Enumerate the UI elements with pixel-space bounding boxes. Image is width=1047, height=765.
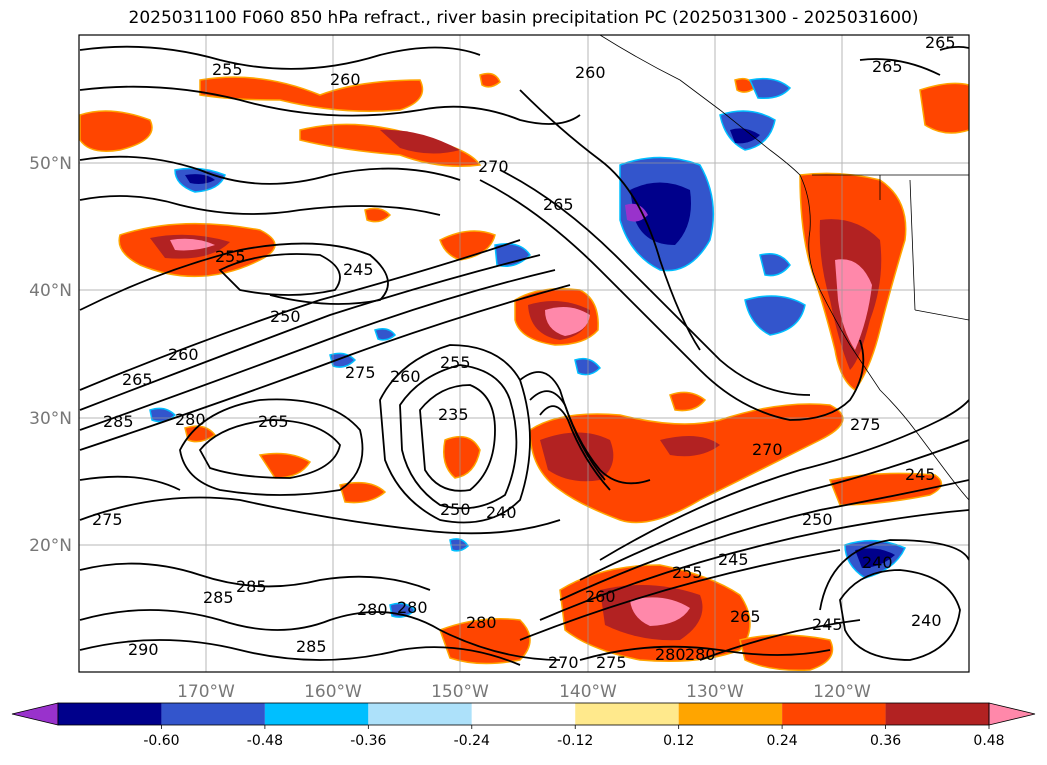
contour-label: 265 — [925, 33, 956, 52]
map-frame — [78, 34, 970, 673]
lon-tick-label: 160°W — [304, 682, 362, 702]
contour-label: 240 — [911, 611, 942, 630]
contour-label: 255 — [672, 563, 703, 582]
map-layers: 255 260 260 265 265 270 265 255 245 250 … — [79, 33, 969, 672]
contour-label: 240 — [486, 503, 517, 522]
colorbar-tick-label: -0.60 — [143, 733, 179, 749]
colorbar-tick-label: -0.36 — [350, 733, 386, 749]
contour-label: 265 — [872, 57, 903, 76]
refractivity-contours — [79, 45, 969, 666]
colorbar-bin — [368, 703, 472, 725]
contour-label: 265 — [122, 370, 153, 389]
contour-label: 255 — [440, 353, 471, 372]
positive-anomaly-fills — [79, 72, 969, 672]
colorbar-tick-label: 0.24 — [767, 733, 798, 749]
contour-label: 250 — [270, 307, 301, 326]
gridlines — [79, 35, 969, 672]
contour-label: 275 — [92, 510, 123, 529]
lon-tick-label: 150°W — [431, 682, 489, 702]
contour-label: 255 — [212, 60, 243, 79]
contour-label: 245 — [718, 550, 749, 569]
negative-anomaly-fills — [149, 77, 906, 618]
colorbar-bin — [264, 703, 369, 725]
latitude-axis: 50°N 40°N 30°N 20°N — [29, 154, 72, 556]
lon-tick-label: 120°W — [813, 682, 871, 702]
colorbar-tick-label: -0.24 — [454, 733, 490, 749]
contour-label: 275 — [850, 415, 881, 434]
lon-tick-label: 170°W — [177, 682, 235, 702]
contour-label: 270 — [752, 440, 783, 459]
lat-tick-label: 20°N — [29, 536, 72, 556]
contour-label: 285 — [103, 412, 134, 431]
contour-label: 280 — [466, 613, 497, 632]
contour-label: 275 — [345, 363, 376, 382]
colorbar-bin — [885, 703, 989, 725]
contour-label: 280 — [655, 645, 686, 664]
colorbar-tick-label: 0.36 — [870, 733, 901, 749]
colorbar-bin — [782, 703, 886, 725]
contour-label: 260 — [330, 70, 361, 89]
contour-label: 280 — [175, 410, 206, 429]
colorbar-extend-low — [11, 702, 59, 726]
contour-label: 280 — [397, 598, 428, 617]
contour-label: 250 — [440, 500, 471, 519]
colorbar-bin — [678, 703, 783, 725]
longitude-axis: 170°W 160°W 150°W 140°W 130°W 120°W — [177, 682, 871, 702]
colorbar-tick-label: -0.48 — [247, 733, 283, 749]
contour-label: 280 — [357, 600, 388, 619]
lon-tick-label: 130°W — [686, 682, 744, 702]
contour-label: 260 — [585, 587, 616, 606]
colorbar-tick-label: 0.48 — [973, 733, 1004, 749]
colorbar-bin — [58, 703, 162, 725]
lat-tick-label: 30°N — [29, 409, 72, 429]
lat-tick-label: 50°N — [29, 154, 72, 174]
colorbar-bin — [471, 703, 576, 725]
colorbar-tick-label: 0.12 — [663, 733, 694, 749]
contour-labels: 255 260 260 265 265 270 265 255 245 250 … — [92, 33, 956, 672]
contour-label: 285 — [296, 637, 327, 656]
contour-label: 270 — [548, 653, 579, 672]
colorbar-bin — [161, 703, 265, 725]
lon-tick-label: 140°W — [559, 682, 617, 702]
contour-label: 280 — [685, 645, 716, 664]
colorbar: -0.60 -0.48 -0.36 -0.24 -0.12 0.12 0.24 0.36 0.4… — [11, 702, 1036, 749]
colorbar-bin — [575, 703, 679, 725]
contour-label: 255 — [215, 247, 246, 266]
contour-label: 290 — [128, 640, 159, 659]
contour-label: 260 — [575, 63, 606, 82]
contour-label: 265 — [258, 412, 289, 431]
contour-label: 260 — [168, 345, 199, 364]
contour-label: 285 — [203, 588, 234, 607]
contour-label: 285 — [236, 577, 267, 596]
contour-label: 270 — [478, 157, 509, 176]
contour-label: 250 — [802, 510, 833, 529]
contour-label: 275 — [596, 653, 627, 672]
contour-label: 260 — [390, 367, 421, 386]
contour-label: 245 — [905, 465, 936, 484]
contour-label: 245 — [812, 615, 843, 634]
contour-label: 245 — [343, 260, 374, 279]
contour-label: 240 — [862, 553, 893, 572]
contour-label: 235 — [438, 405, 469, 424]
map-title: 2025031100 F060 850 hPa refract., river … — [128, 8, 919, 28]
colorbar-extend-high — [988, 702, 1036, 726]
contour-label: 265 — [730, 607, 761, 626]
contour-label: 265 — [543, 195, 574, 214]
colorbar-outline — [57, 702, 990, 726]
colorbar-tick-label: -0.12 — [557, 733, 593, 749]
lat-tick-label: 40°N — [29, 281, 72, 301]
